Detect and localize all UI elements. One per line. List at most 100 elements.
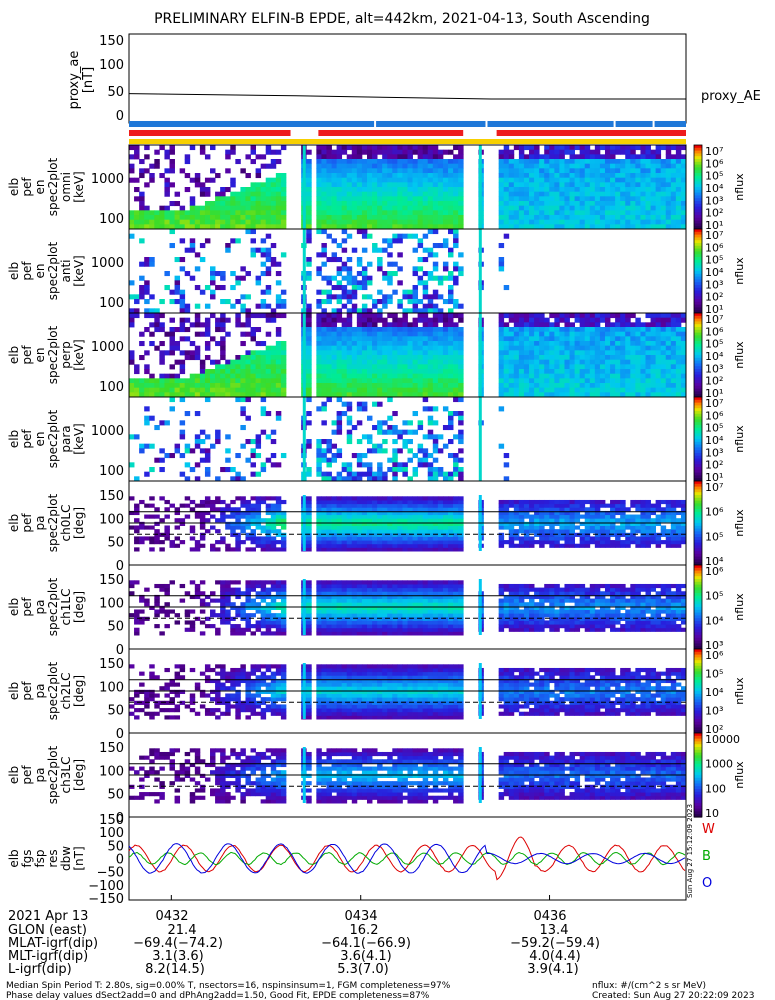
spectrogram-cell	[361, 521, 368, 526]
spectrogram-cell	[675, 387, 682, 393]
spectrogram-cell	[174, 219, 181, 225]
spectrogram-cell	[230, 521, 236, 526]
spectrogram-cell	[554, 364, 560, 370]
spectrogram-cell	[184, 336, 191, 342]
spectrogram-cell	[356, 532, 363, 537]
spectrogram-cell	[579, 532, 586, 537]
spectrogram-cell	[498, 210, 505, 216]
spectrogram-cell	[265, 271, 272, 277]
spectrogram-cell	[564, 177, 570, 183]
spectrogram-cell	[377, 201, 383, 207]
spectrogram-cell	[523, 177, 530, 183]
spectrogram-cell	[437, 191, 444, 197]
spectrogram-cell	[569, 499, 575, 505]
spectrogram-cell	[432, 359, 439, 365]
spectrogram-cell	[341, 196, 348, 202]
spectrogram-cell	[554, 331, 560, 337]
spectrogram-cell	[336, 196, 343, 202]
spectrogram-cell	[448, 529, 454, 534]
spectrogram-cell	[260, 397, 267, 403]
spectrogram-cell	[564, 327, 570, 333]
spectrogram-cell	[331, 154, 338, 160]
spectrogram-cell	[134, 219, 140, 225]
spectrogram-cell	[372, 205, 378, 211]
spectrogram-cell	[453, 159, 459, 165]
spectrogram-cell	[321, 205, 327, 211]
spectrogram-cell	[245, 224, 251, 230]
colorbar-cell	[694, 276, 702, 280]
spectrogram-cell	[402, 540, 408, 545]
spectrogram-cell	[594, 532, 601, 537]
spectrogram-cell	[498, 350, 505, 356]
spectrogram-cell	[650, 331, 657, 337]
spectrogram-cell	[549, 163, 555, 169]
spectrogram-cell	[255, 536, 262, 541]
colorbar-cell	[694, 203, 702, 208]
spectrogram-cell	[599, 163, 606, 169]
spectrogram-cell	[513, 536, 520, 541]
spectrogram-cell	[579, 503, 586, 508]
spectrogram-cell	[377, 518, 383, 523]
spectrogram-cell	[321, 173, 327, 179]
spectrogram-cell	[174, 257, 181, 263]
spectrogram-cell	[594, 210, 601, 216]
spectrogram-cell	[554, 322, 560, 328]
spectrogram-cell	[432, 448, 439, 454]
spectrogram-cell	[402, 507, 408, 512]
spectrogram-cell	[594, 525, 601, 530]
spectrogram-cell	[458, 215, 464, 221]
spectrogram-cell	[675, 196, 682, 202]
spectrogram-cell	[544, 191, 550, 197]
spectrogram-cell	[134, 224, 140, 230]
spectrogram-cell	[179, 210, 186, 216]
spectrogram-cell	[503, 233, 510, 239]
spectrogram-cell	[539, 177, 545, 183]
spectrogram-cell	[665, 359, 672, 365]
spectrogram-cell	[336, 173, 343, 179]
spectrogram-cell	[210, 201, 216, 207]
spectrogram-cell	[174, 536, 181, 541]
spectrogram-cell	[675, 373, 682, 379]
spectrogram-cell	[650, 182, 657, 188]
spectrogram-cell	[194, 510, 201, 516]
spectrogram-cell	[407, 331, 413, 337]
spectrogram-cell	[432, 457, 439, 463]
spectrogram-cell	[569, 350, 575, 356]
spectrogram-cell	[437, 503, 444, 508]
colorbar-cell	[694, 352, 702, 356]
spectrogram-cell	[270, 243, 277, 249]
spectrogram-cell	[336, 219, 343, 225]
spectrogram-cell	[245, 392, 251, 398]
spectrogram-cell	[331, 257, 338, 263]
spectrogram-cell	[377, 182, 383, 188]
spectrogram-cell	[539, 514, 545, 519]
spectrogram-cell	[341, 285, 348, 291]
spectrogram-cell	[316, 345, 322, 351]
spectrogram-cell	[149, 443, 155, 449]
spectrogram-cell	[675, 191, 682, 197]
spectrogram-cell	[377, 496, 383, 501]
spectrogram-cell	[341, 327, 348, 333]
spectrogram-cell	[387, 521, 393, 526]
spectrogram-cell	[215, 327, 221, 333]
spectrogram-cell	[346, 257, 353, 263]
spectrogram-cell	[255, 168, 262, 174]
spectrogram-cell	[630, 355, 636, 361]
spectrogram-cell	[316, 378, 322, 384]
spectrogram-cell	[422, 145, 429, 151]
spectrogram-cell	[412, 378, 419, 384]
spectrogram-cell	[432, 383, 439, 389]
spectrogram-cell	[260, 525, 267, 530]
spectrogram-cell	[316, 462, 322, 468]
spectrogram-cell	[569, 201, 575, 207]
spectrogram-cell	[149, 536, 155, 541]
spectrogram-cell	[513, 510, 520, 516]
spectrogram-cell	[402, 224, 408, 230]
spectrogram-cell	[387, 149, 393, 155]
spectrogram-cell	[579, 201, 586, 207]
spectrogram-cell	[159, 299, 165, 305]
spectrogram-cell	[382, 201, 388, 207]
colorbar-cell	[694, 441, 702, 446]
spectrogram-cell	[316, 359, 322, 365]
spectrogram-cell	[675, 359, 682, 365]
